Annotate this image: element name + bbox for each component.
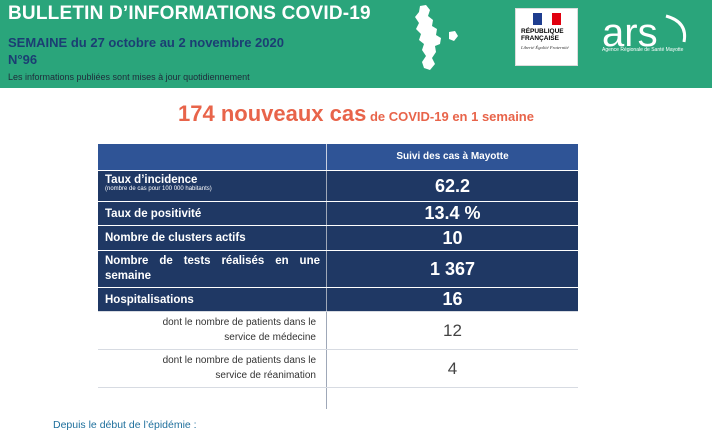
republique-francaise-logo: RÉPUBLIQUE FRANÇAISE Liberté Égalité Fra… xyxy=(515,8,578,66)
week-subtitle: SEMAINE du 27 octobre au 2 novembre 2020 xyxy=(8,35,284,50)
table-row-reanimation: dont le nombre de patients dans le servi… xyxy=(98,349,578,387)
table-row-medecine: dont le nombre de patients dans le servi… xyxy=(98,311,578,349)
headline-suffix: de COVID-19 en 1 semaine xyxy=(366,109,534,124)
bulletin-title: BULLETIN D’INFORMATIONS COVID-19 xyxy=(8,3,371,24)
epidemic-start-label: Depuis le début de l’épidémie : xyxy=(53,419,197,431)
ars-wordmark: ars xyxy=(602,11,658,55)
row-label-reanimation: dont le nombre de patients dans le servi… xyxy=(162,355,316,381)
row-value-positivity: 13.4 % xyxy=(424,203,481,223)
table-row-hospitalisations: Hospitalisations 16 xyxy=(98,287,578,311)
table-header-empty xyxy=(98,144,327,170)
table-row-incidence: Taux d’incidence (nombre de cas pour 100… xyxy=(98,170,578,201)
row-value-reanimation: 4 xyxy=(447,358,458,378)
ars-caption: Agence Régionale de Santé Mayotte xyxy=(602,47,684,53)
row-value-hospitalisations: 16 xyxy=(442,289,463,309)
row-value-incidence: 62.2 xyxy=(434,175,471,196)
headline-new-cases: 174 nouveaux cas xyxy=(178,101,367,126)
row-label-positivity: Taux de positivité xyxy=(98,202,327,225)
mayotte-map-icon xyxy=(415,5,458,70)
row-sublabel-incidence: (nombre de cas pour 100 000 habitants) xyxy=(105,186,212,192)
row-value-medecine: 12 xyxy=(443,320,462,340)
table-row-spacer xyxy=(98,387,578,409)
row-value-clusters: 10 xyxy=(442,227,463,248)
update-note: Les informations publiées sont mises à j… xyxy=(8,72,250,82)
row-value-tests: 1 367 xyxy=(429,258,476,279)
table-row-positivity: Taux de positivité 13.4 % xyxy=(98,201,578,225)
table-row-tests: Nombre de tests réalisés en une semaine … xyxy=(98,250,578,287)
row-label-incidence: Taux d’incidence xyxy=(105,174,198,186)
table-header-row: Suivi des cas à Mayotte xyxy=(98,144,578,170)
row-label-hospitalisations: Hospitalisations xyxy=(98,288,327,311)
ars-logo: ars xyxy=(602,11,687,55)
table-row-clusters: Nombre de clusters actifs 10 xyxy=(98,225,578,250)
row-label-clusters: Nombre de clusters actifs xyxy=(98,226,327,250)
table-column-header: Suivi des cas à Mayotte xyxy=(396,151,509,162)
bulletin-number: N°96 xyxy=(8,52,38,67)
republique-label: RÉPUBLIQUE FRANÇAISE xyxy=(521,28,564,42)
stats-table: Suivi des cas à Mayotte Taux d’incidence… xyxy=(98,144,578,409)
row-label-tests: Nombre de tests réalisés en une semaine xyxy=(98,251,327,287)
headline: 174 nouveaux cas de COVID-19 en 1 semain… xyxy=(0,101,712,127)
republique-motto: Liberté Égalité Fraternité xyxy=(521,45,569,50)
header-banner: BULLETIN D’INFORMATIONS COVID-19 SEMAINE… xyxy=(0,0,712,88)
row-label-medecine: dont le nombre de patients dans le servi… xyxy=(162,317,316,343)
french-flag-icon xyxy=(533,13,561,25)
